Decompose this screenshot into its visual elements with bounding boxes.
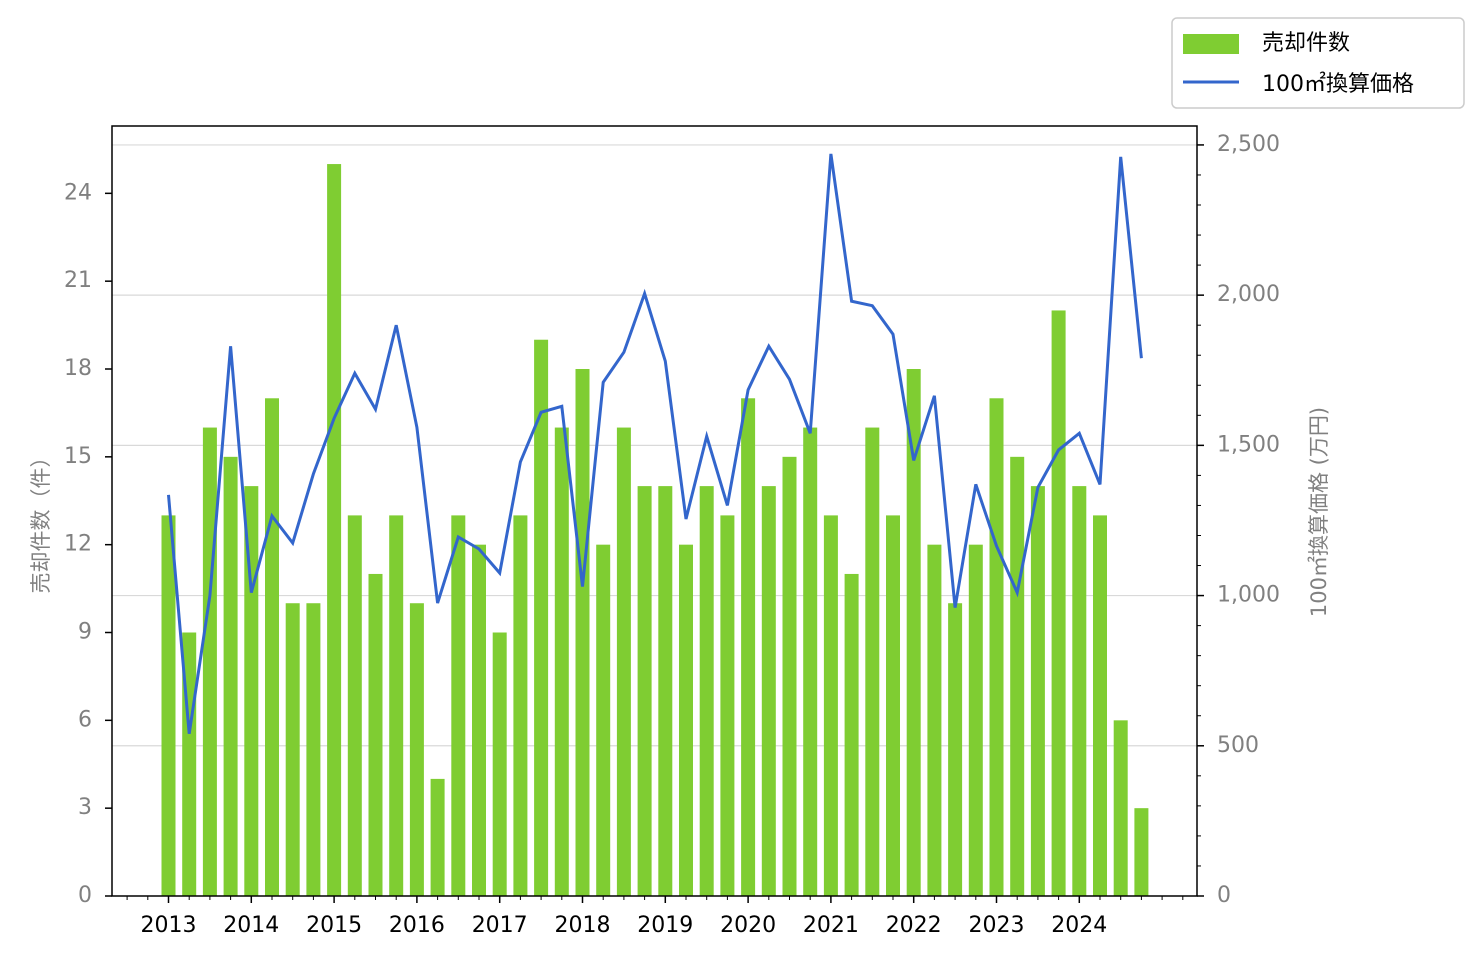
bar [327,164,342,896]
bar [616,427,631,896]
x-tick-label: 2021 [803,913,859,938]
bar [409,603,424,896]
bar [161,515,176,896]
bar [927,544,942,896]
bar [451,515,466,896]
bar [1134,808,1149,896]
bar [492,632,507,896]
bar [347,515,362,896]
left-tick-label: 0 [78,883,92,908]
bar [389,515,404,896]
x-axis-ticks: 2013 2014 2015 2016 2017 2018 2019 2020 2021 2022… [126,896,1184,938]
x-tick-label: 2022 [886,913,942,938]
bar [1030,486,1045,896]
x-tick-label: 2014 [223,913,279,938]
plot-frame [111,125,1198,897]
left-tick-label: 18 [64,356,92,381]
x-tick-label: 2013 [141,913,197,938]
bar [430,778,445,896]
bar [844,573,859,896]
bar [1072,486,1087,896]
bar [782,456,797,896]
bar [699,486,714,896]
bar [306,603,321,896]
right-tick-label: 500 [1217,733,1259,758]
right-tick-label: 2,500 [1217,132,1280,157]
bar [720,515,735,896]
legend: 売却件数 100㎡換算価格 [1171,17,1465,109]
bar [1051,310,1066,896]
x-tick-label: 2023 [969,913,1025,938]
left-tick-label: 24 [64,180,92,205]
legend-swatch-bars [1183,34,1239,54]
bar [1113,720,1128,896]
left-tick-label: 12 [64,532,92,557]
bar [368,573,383,896]
left-tick-label: 3 [78,795,92,820]
bar [906,369,921,897]
x-tick-label: 2019 [637,913,693,938]
bar [265,398,279,896]
right-tick-label: 0 [1217,883,1231,908]
x-tick-label: 2016 [389,913,445,938]
bar [658,486,673,896]
bar [1093,515,1107,896]
bar [679,544,693,896]
x-tick-label: 2015 [306,913,362,938]
x-tick-label: 2017 [472,913,528,938]
left-axis-ticks: 0 3 6 9 12 15 18 21 24 [64,180,112,908]
bar [865,427,880,896]
left-tick-label: 6 [78,707,92,732]
bar [554,427,569,896]
bar [989,398,1004,896]
bar [575,369,590,897]
x-tick-label: 2020 [720,913,776,938]
right-tick-label: 2,000 [1217,282,1280,307]
right-axis-ticks: 0 500 1,000 1,500 2,000 2,500 [1197,132,1280,908]
left-tick-label: 9 [78,620,92,645]
legend-label-line: 100㎡換算価格 [1262,71,1414,97]
left-tick-label: 21 [64,268,92,293]
x-tick-label: 2018 [555,913,611,938]
bar [596,544,611,896]
bar [1010,456,1025,896]
price-line [167,153,1143,735]
bar [223,456,238,896]
left-tick-label: 15 [64,444,92,469]
bar [637,486,652,896]
bar [823,515,838,896]
bar [968,544,983,896]
y-left-title: 売却件数（件） [29,447,53,594]
bar [948,603,963,896]
bar [202,427,217,896]
bar [285,603,300,896]
bar-series [161,164,1149,897]
bar [741,398,756,896]
bar [761,486,776,896]
right-tick-label: 1,500 [1217,432,1280,457]
legend-box [1171,17,1465,109]
bar [534,339,549,897]
y-right-title: 100㎡換算価格 (万円) [1307,407,1331,617]
bar [886,515,900,896]
legend-label-bars: 売却件数 [1262,31,1350,56]
bar [472,544,486,896]
bar [513,515,528,896]
bar [244,486,259,896]
right-tick-label: 1,000 [1217,583,1280,608]
x-tick-label: 2024 [1051,913,1107,938]
bar [803,427,818,896]
